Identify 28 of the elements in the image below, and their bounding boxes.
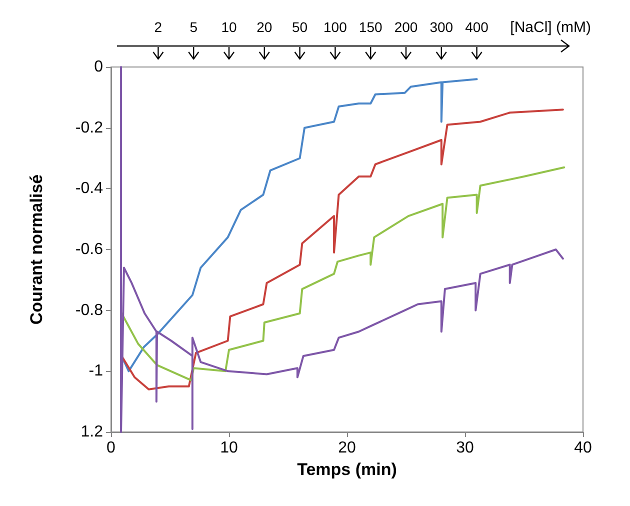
text: 300 <box>430 19 454 35</box>
x-tick-label: 40 <box>574 440 592 456</box>
y-tick-label: -1 <box>88 362 104 380</box>
text: 100 <box>324 19 348 35</box>
y-axis-title: Courant normalisé <box>27 174 46 325</box>
x-tick-label: 30 <box>456 440 474 456</box>
y-tick-label: -0.8 <box>75 302 104 319</box>
text: [NaCl] (mM) <box>510 19 591 36</box>
y-tick-label: 1.2 <box>80 424 104 440</box>
text: 2 <box>154 19 162 35</box>
x-tick-label: 20 <box>338 440 356 456</box>
text: 200 <box>394 19 418 35</box>
x-tick-label: 0 <box>106 440 116 456</box>
y-tick-label: -0.2 <box>75 119 104 136</box>
text: 50 <box>292 19 308 35</box>
text: 10 <box>221 19 237 35</box>
line-series <box>120 66 564 433</box>
x-axis-title: Temps (min) <box>297 460 397 479</box>
text: 400 <box>465 19 489 35</box>
text: 20 <box>256 19 272 35</box>
line-series <box>120 78 478 372</box>
y-tick-label: -0.6 <box>75 241 104 258</box>
text: 150 <box>358 19 382 35</box>
text: 5 <box>190 19 198 35</box>
y-tick-label: -0.4 <box>75 180 104 198</box>
line-series <box>120 108 564 390</box>
y-tick-label: 0 <box>94 58 104 76</box>
x-tick-label: 10 <box>220 440 238 456</box>
